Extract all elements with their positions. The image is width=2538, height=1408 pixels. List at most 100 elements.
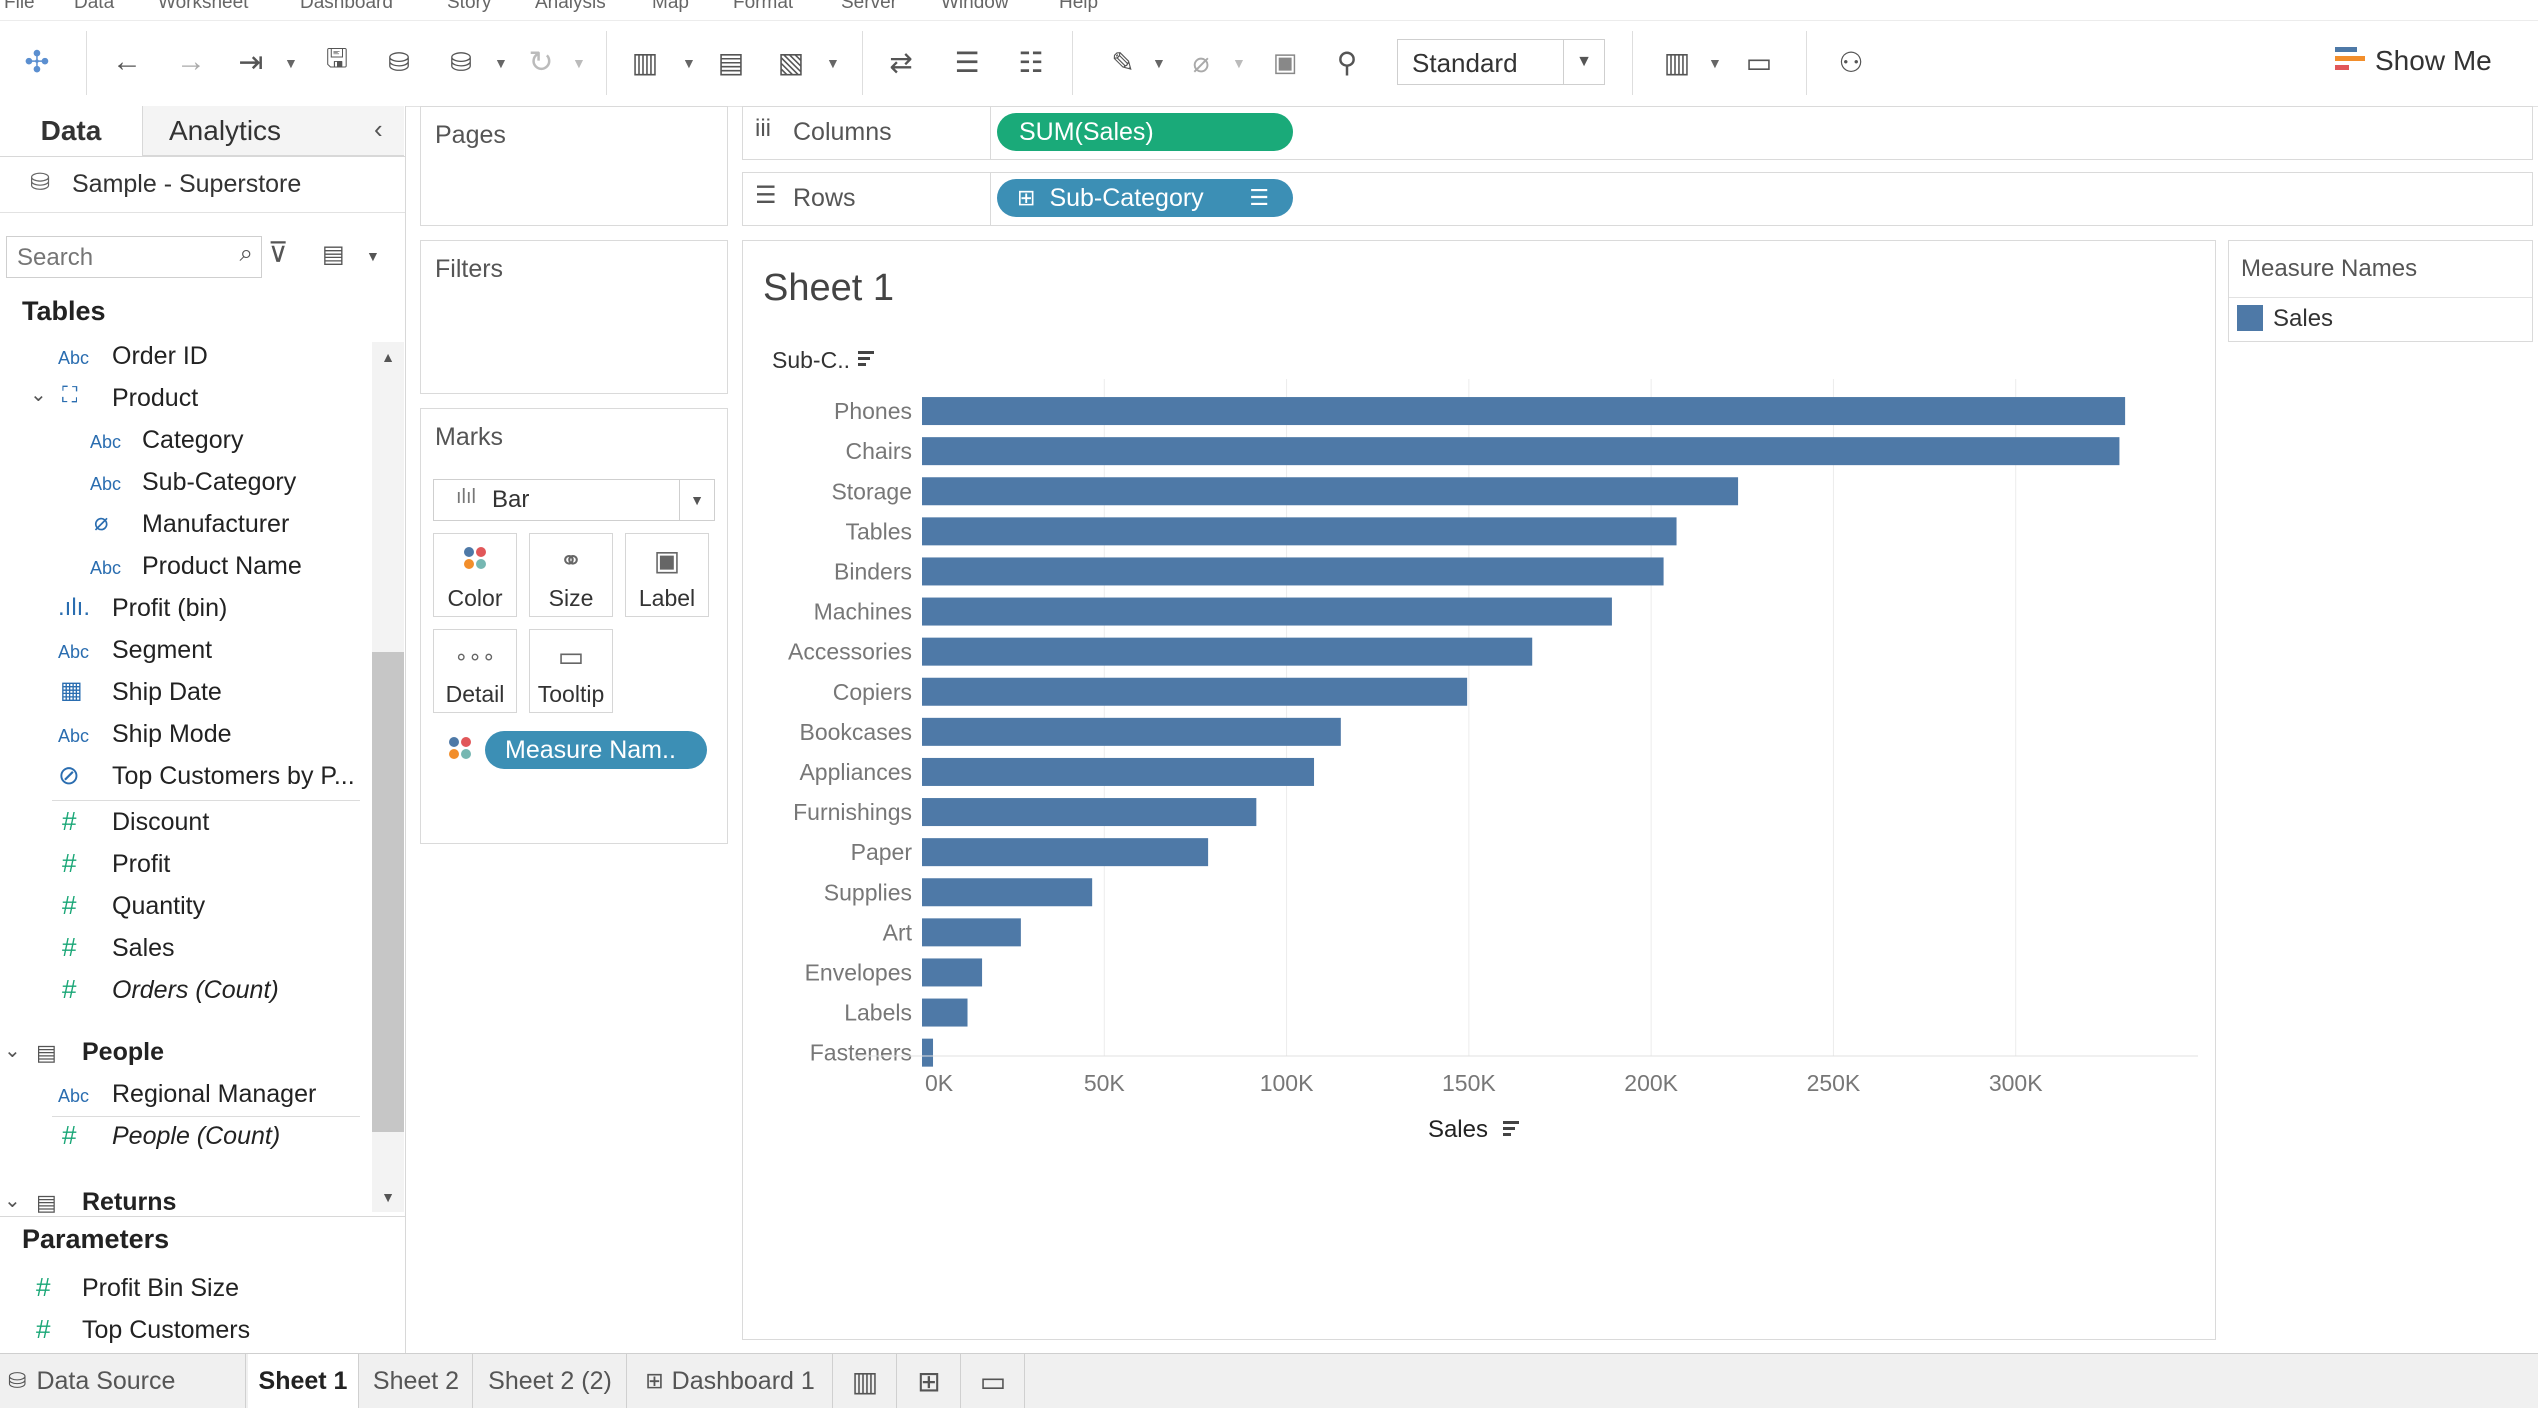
label-button[interactable]: ▣ Label xyxy=(625,533,709,617)
chevron-down-icon[interactable]: ▼ xyxy=(494,55,508,71)
filters-card[interactable]: Filters xyxy=(420,240,728,394)
field-profit-bin[interactable]: Profit (bin) xyxy=(112,594,228,622)
sort-descending-icon[interactable]: ☷ xyxy=(1018,46,1044,78)
bar-machines[interactable] xyxy=(922,597,1612,626)
chevron-down-icon[interactable]: ▼ xyxy=(682,55,696,71)
filter-icon[interactable]: ⊽ xyxy=(268,237,289,268)
x-axis-sort-icon[interactable] xyxy=(1503,1121,1519,1136)
field-ship-mode[interactable]: Ship Mode xyxy=(112,720,232,748)
bar-furnishings[interactable] xyxy=(922,798,1257,827)
chevron-down-icon[interactable]: ▼ xyxy=(572,55,586,71)
legend-item-sales[interactable]: Sales xyxy=(2273,305,2334,332)
y-tick-label[interactable]: Fasteners xyxy=(810,1040,912,1066)
bar-supplies[interactable] xyxy=(922,878,1093,907)
mark-type-select[interactable]: ılıl Bar ▼ xyxy=(433,479,715,521)
field-ship-date[interactable]: Ship Date xyxy=(112,678,222,706)
chevron-down-icon[interactable]: ⌄ xyxy=(4,1040,21,1062)
new-worksheet-icon[interactable]: ▥ xyxy=(631,46,659,78)
bar-envelopes[interactable] xyxy=(922,958,983,987)
scrollbar-thumb[interactable] xyxy=(372,652,404,1132)
field-profit[interactable]: Profit xyxy=(112,850,171,878)
chevron-down-icon[interactable]: ⌄ xyxy=(30,384,47,406)
field-people-count[interactable]: People (Count) xyxy=(112,1122,281,1150)
field-quantity[interactable]: Quantity xyxy=(112,892,206,920)
redo-icon[interactable]: → xyxy=(176,45,206,78)
bar-chairs[interactable] xyxy=(922,437,2120,466)
fit-select[interactable]: Standard ▼ xyxy=(1397,39,1605,85)
bar-bookcases[interactable] xyxy=(922,717,1341,746)
bar-labels[interactable] xyxy=(922,998,968,1027)
chevron-down-icon[interactable]: ▼ xyxy=(1152,55,1166,71)
x-axis-title[interactable]: Sales xyxy=(1428,1116,1488,1143)
chevron-down-icon[interactable]: ▼ xyxy=(366,248,380,264)
show-me-button[interactable]: Show Me xyxy=(2335,45,2492,80)
menu-format[interactable]: Format xyxy=(733,0,794,13)
bar-phones[interactable] xyxy=(922,397,2126,426)
new-dashboard-tab-icon[interactable]: ⊞ xyxy=(898,1354,961,1408)
row-header-sort-icon[interactable] xyxy=(858,351,874,366)
chevron-down-icon[interactable]: ▼ xyxy=(1232,55,1246,71)
field-order-id[interactable]: Order ID xyxy=(112,342,208,370)
field-regional-manager[interactable]: Regional Manager xyxy=(112,1080,317,1108)
tab-dashboard-1[interactable]: ⊞ Dashboard 1 xyxy=(628,1354,833,1408)
scroll-down-icon[interactable]: ▼ xyxy=(381,1189,395,1205)
sum-sales-pill[interactable]: SUM(Sales) xyxy=(997,113,1293,151)
menu-worksheet[interactable]: Worksheet xyxy=(158,0,249,13)
y-tick-label[interactable]: Phones xyxy=(834,398,912,424)
y-tick-label[interactable]: Accessories xyxy=(788,639,912,665)
field-sub-category[interactable]: Sub-Category xyxy=(142,468,297,496)
tab-data[interactable]: Data xyxy=(0,106,142,156)
share-icon[interactable]: ⚇ xyxy=(1838,46,1864,78)
pause-updates-icon[interactable]: ⛁ xyxy=(450,46,472,77)
table-people[interactable]: People xyxy=(82,1038,164,1066)
bar-art[interactable] xyxy=(922,918,1021,947)
field-segment[interactable]: Segment xyxy=(112,636,213,664)
param-profit-bin-size[interactable]: Profit Bin Size xyxy=(82,1274,240,1302)
sub-category-pill[interactable]: ⊞ Sub-Category ☰ xyxy=(997,179,1293,217)
search-field[interactable]: ⌕ xyxy=(6,236,262,278)
bar-copiers[interactable] xyxy=(922,677,1468,706)
collapse-pane-icon[interactable]: ‹ xyxy=(374,114,383,144)
chevron-down-icon[interactable]: ⌄ xyxy=(4,1190,21,1212)
field-product-name[interactable]: Product Name xyxy=(142,552,302,580)
sort-ascending-icon[interactable]: ☰ xyxy=(954,46,980,78)
clear-sheet-icon[interactable]: ▧ xyxy=(777,46,805,78)
bar-tables[interactable] xyxy=(922,517,1677,546)
bar-storage[interactable] xyxy=(922,477,1739,506)
row-header[interactable]: Sub-C.. xyxy=(772,347,850,373)
field-manufacturer[interactable]: Manufacturer xyxy=(142,510,290,538)
pages-card[interactable]: Pages xyxy=(420,106,728,226)
color-legend[interactable]: Measure Names Sales xyxy=(2228,240,2533,342)
menu-help[interactable]: Help xyxy=(1059,0,1099,13)
view-list-icon[interactable]: ▤ xyxy=(322,241,345,268)
bar-binders[interactable] xyxy=(922,557,1664,586)
duplicate-sheet-icon[interactable]: ▤ xyxy=(717,46,745,78)
menu-analysis[interactable]: Analysis xyxy=(535,0,606,13)
show-mark-labels-icon[interactable]: ▣ xyxy=(1272,46,1298,77)
tab-sheet-1[interactable]: Sheet 1 xyxy=(248,1354,359,1408)
measure-names-pill[interactable]: Measure Nam.. xyxy=(485,731,707,769)
y-tick-label[interactable]: Tables xyxy=(846,518,912,544)
y-tick-label[interactable]: Supplies xyxy=(824,879,912,905)
field-discount[interactable]: Discount xyxy=(112,808,210,836)
y-tick-label[interactable]: Appliances xyxy=(799,759,912,785)
tab-sheet-2-copy[interactable]: Sheet 2 (2) xyxy=(474,1354,627,1408)
y-tick-label[interactable]: Art xyxy=(883,919,913,945)
new-datasource-icon[interactable]: ⛁ xyxy=(388,46,410,77)
refresh-icon[interactable]: ↻ xyxy=(528,45,554,79)
tab-data-source[interactable]: ⛁ Data Source xyxy=(0,1354,246,1408)
y-tick-label[interactable]: Furnishings xyxy=(793,799,912,825)
new-story-tab-icon[interactable]: ▭ xyxy=(962,1354,1025,1408)
swap-rows-columns-icon[interactable]: ⇄ xyxy=(889,46,913,78)
menu-data[interactable]: Data xyxy=(74,0,115,13)
menu-file[interactable]: File xyxy=(4,0,35,13)
table-returns[interactable]: Returns xyxy=(82,1188,177,1216)
menu-dashboard[interactable]: Dashboard xyxy=(300,0,393,13)
scrollbar[interactable]: ▲ ▼ xyxy=(372,342,404,1212)
datasource-name[interactable]: Sample - Superstore xyxy=(72,170,302,198)
y-tick-label[interactable]: Labels xyxy=(844,1000,912,1026)
y-tick-label[interactable]: Storage xyxy=(831,478,912,504)
y-tick-label[interactable]: Bookcases xyxy=(799,719,912,745)
field-sales[interactable]: Sales xyxy=(112,934,175,962)
color-button[interactable]: Color xyxy=(433,533,517,617)
